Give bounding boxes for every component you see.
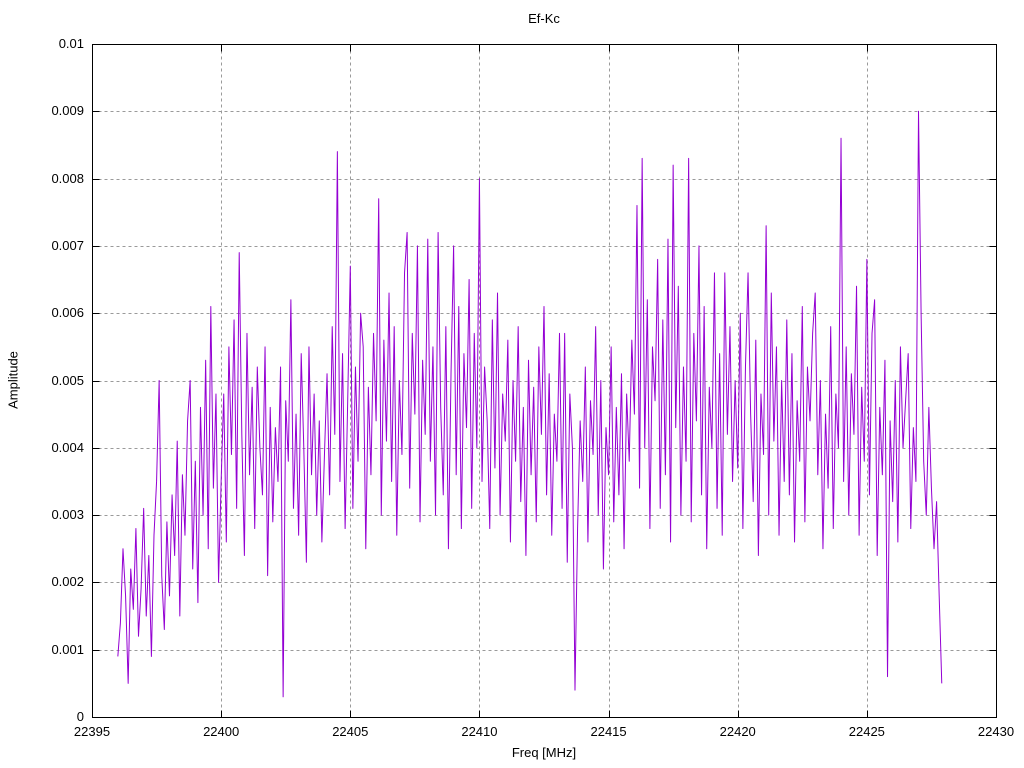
x-tick-label: 22395	[73, 724, 111, 739]
plot-area	[92, 44, 997, 718]
plot-border	[92, 44, 997, 718]
x-axis-label: Freq [MHz]	[511, 745, 577, 760]
y-tick-label: 0.002	[51, 574, 84, 590]
y-tick-label: 0.003	[51, 507, 84, 523]
x-tick-label: 22425	[848, 724, 885, 739]
x-tick-label: 22420	[719, 724, 756, 739]
y-tick-label: 0.007	[51, 237, 84, 253]
x-tick-label: 22415	[590, 724, 627, 739]
x-tick-label: 22400	[203, 724, 240, 739]
y-tick-label: 0.01	[58, 36, 84, 51]
y-tick-label: 0.008	[51, 170, 84, 186]
x-tick-label: 22405	[332, 724, 369, 739]
y-tick-label: 0.005	[51, 372, 84, 388]
y-tick-label: 0.006	[51, 305, 84, 321]
data-trace	[117, 110, 943, 698]
y-tick-label: 0.009	[51, 103, 84, 119]
y-tick-label: 0	[76, 709, 84, 724]
x-tick-label: 22430	[977, 724, 1015, 739]
chart-title: Ef-Kc	[528, 11, 560, 26]
y-tick-label: 0.004	[51, 439, 84, 455]
x-tick-label: 22410	[461, 724, 498, 739]
y-tick-label: 0.001	[51, 641, 84, 657]
